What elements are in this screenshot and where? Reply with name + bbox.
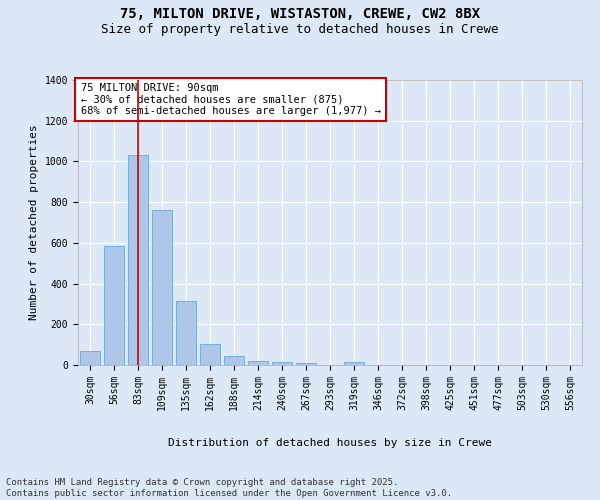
Text: 75, MILTON DRIVE, WISTASTON, CREWE, CW2 8BX: 75, MILTON DRIVE, WISTASTON, CREWE, CW2 … bbox=[120, 8, 480, 22]
Bar bbox=[296, 362, 316, 365]
Text: Distribution of detached houses by size in Crewe: Distribution of detached houses by size … bbox=[168, 438, 492, 448]
Y-axis label: Number of detached properties: Number of detached properties bbox=[29, 124, 39, 320]
Bar bbox=[248, 360, 268, 365]
Bar bbox=[272, 362, 292, 365]
Text: Size of property relative to detached houses in Crewe: Size of property relative to detached ho… bbox=[101, 22, 499, 36]
Bar bbox=[80, 351, 100, 365]
Bar bbox=[224, 356, 244, 365]
Bar bbox=[152, 210, 172, 365]
Bar bbox=[200, 344, 220, 365]
Bar bbox=[176, 301, 196, 365]
Text: Contains HM Land Registry data © Crown copyright and database right 2025.
Contai: Contains HM Land Registry data © Crown c… bbox=[6, 478, 452, 498]
Text: 75 MILTON DRIVE: 90sqm
← 30% of detached houses are smaller (875)
68% of semi-de: 75 MILTON DRIVE: 90sqm ← 30% of detached… bbox=[80, 83, 380, 116]
Bar bbox=[128, 156, 148, 365]
Bar bbox=[104, 246, 124, 365]
Bar bbox=[344, 362, 364, 365]
